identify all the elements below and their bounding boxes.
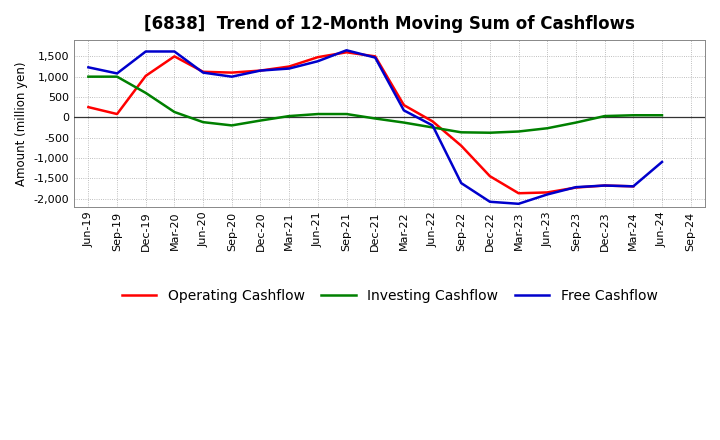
Operating Cashflow xyxy=(600,183,609,188)
Title: [6838]  Trend of 12-Month Moving Sum of Cashflows: [6838] Trend of 12-Month Moving Sum of C… xyxy=(144,15,635,33)
Investing Cashflow xyxy=(457,130,466,135)
Investing Cashflow xyxy=(256,118,265,123)
Free Cashflow xyxy=(543,192,552,197)
Operating Cashflow xyxy=(514,191,523,196)
Free Cashflow xyxy=(313,59,322,64)
Free Cashflow xyxy=(657,159,666,165)
Investing Cashflow xyxy=(371,116,379,121)
Operating Cashflow xyxy=(84,104,93,110)
Investing Cashflow xyxy=(313,111,322,117)
Free Cashflow xyxy=(113,71,122,76)
Investing Cashflow xyxy=(285,114,294,119)
Free Cashflow xyxy=(285,66,294,71)
Investing Cashflow xyxy=(170,110,179,115)
Investing Cashflow xyxy=(113,74,122,79)
Operating Cashflow xyxy=(485,173,494,179)
Investing Cashflow xyxy=(400,120,408,125)
Investing Cashflow xyxy=(428,125,437,130)
Operating Cashflow xyxy=(371,54,379,59)
Investing Cashflow xyxy=(84,74,93,79)
Investing Cashflow xyxy=(141,90,150,95)
Investing Cashflow xyxy=(629,113,638,118)
Investing Cashflow xyxy=(485,130,494,136)
Free Cashflow xyxy=(228,74,236,79)
Operating Cashflow xyxy=(313,55,322,60)
Operating Cashflow xyxy=(342,50,351,55)
Free Cashflow xyxy=(141,49,150,54)
Free Cashflow xyxy=(199,70,207,75)
Operating Cashflow xyxy=(543,190,552,195)
Free Cashflow xyxy=(572,184,580,190)
Operating Cashflow xyxy=(199,69,207,74)
Y-axis label: Amount (million yen): Amount (million yen) xyxy=(15,61,28,186)
Free Cashflow xyxy=(485,199,494,205)
Operating Cashflow xyxy=(629,183,638,189)
Free Cashflow xyxy=(400,108,408,113)
Operating Cashflow xyxy=(457,143,466,148)
Free Cashflow xyxy=(371,55,379,60)
Investing Cashflow xyxy=(228,123,236,128)
Operating Cashflow xyxy=(572,185,580,190)
Operating Cashflow xyxy=(400,103,408,108)
Operating Cashflow xyxy=(170,54,179,59)
Free Cashflow xyxy=(84,65,93,70)
Operating Cashflow xyxy=(285,64,294,69)
Free Cashflow xyxy=(342,48,351,53)
Free Cashflow xyxy=(256,68,265,73)
Line: Investing Cashflow: Investing Cashflow xyxy=(89,77,662,133)
Operating Cashflow xyxy=(256,68,265,73)
Investing Cashflow xyxy=(199,120,207,125)
Operating Cashflow xyxy=(428,119,437,124)
Free Cashflow xyxy=(457,180,466,186)
Investing Cashflow xyxy=(342,111,351,117)
Investing Cashflow xyxy=(543,125,552,131)
Free Cashflow xyxy=(600,183,609,188)
Free Cashflow xyxy=(170,49,179,54)
Investing Cashflow xyxy=(514,129,523,134)
Investing Cashflow xyxy=(600,114,609,119)
Free Cashflow xyxy=(428,123,437,128)
Operating Cashflow xyxy=(228,70,236,75)
Line: Operating Cashflow: Operating Cashflow xyxy=(89,52,634,193)
Operating Cashflow xyxy=(113,111,122,117)
Investing Cashflow xyxy=(657,113,666,118)
Legend: Operating Cashflow, Investing Cashflow, Free Cashflow: Operating Cashflow, Investing Cashflow, … xyxy=(116,283,663,308)
Investing Cashflow xyxy=(572,120,580,125)
Free Cashflow xyxy=(629,183,638,189)
Operating Cashflow xyxy=(141,73,150,78)
Free Cashflow xyxy=(514,201,523,206)
Line: Free Cashflow: Free Cashflow xyxy=(89,50,662,204)
